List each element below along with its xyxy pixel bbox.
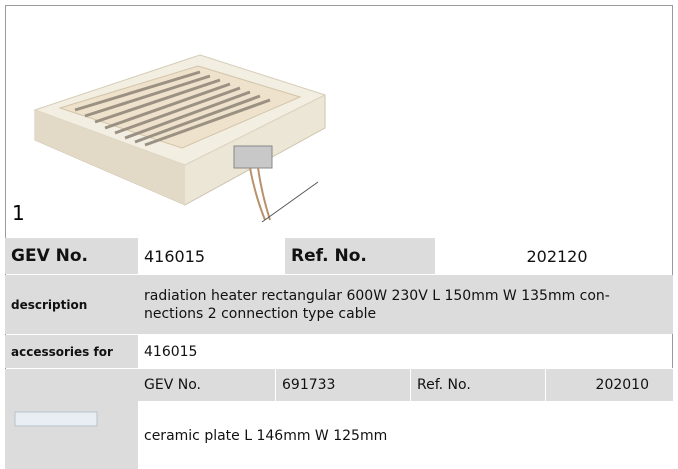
- accessory-thumb: [5, 369, 138, 469]
- label: description: [5, 275, 138, 334]
- description: radiation heater rectangular 600W 230V L…: [138, 275, 673, 334]
- value: 416015: [138, 335, 673, 368]
- label: Ref. No.: [285, 238, 435, 274]
- thumb-image: [5, 369, 138, 469]
- product-image: 1: [0, 0, 678, 238]
- description: ceramic plate L 146mm W 125mm: [138, 402, 673, 469]
- value: 202010: [546, 369, 673, 401]
- label: GEV No.: [5, 238, 138, 274]
- label: accessories for: [5, 335, 138, 368]
- value: 416015: [138, 238, 285, 274]
- label: Ref. No.: [411, 369, 545, 401]
- value: 202120: [435, 238, 673, 274]
- figure-label: 1: [12, 201, 25, 225]
- label: GEV No.: [138, 369, 275, 401]
- page: 1 GEV No. 416015 Ref. No. 202120 descrip…: [0, 0, 678, 469]
- value: 691733: [276, 369, 410, 401]
